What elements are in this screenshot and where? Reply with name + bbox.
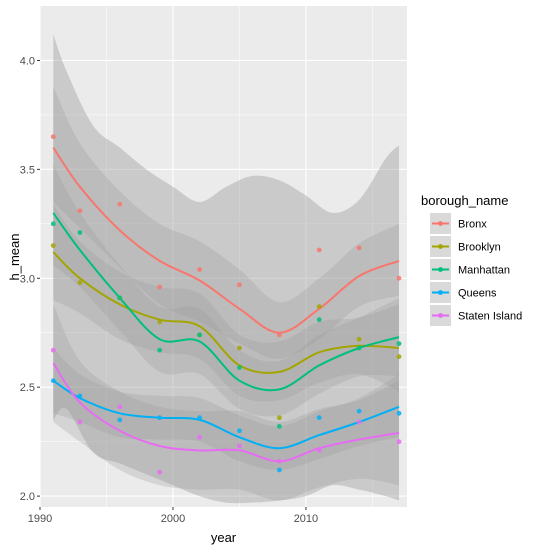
data-point <box>356 408 362 414</box>
trend-line <box>52 362 400 463</box>
data-point <box>316 317 322 323</box>
data-point <box>117 295 123 301</box>
data-point <box>396 354 402 360</box>
data-point <box>50 134 56 140</box>
legend-label: Staten Island <box>458 311 522 323</box>
data-point <box>276 458 282 464</box>
legend-key-point <box>438 244 443 249</box>
legend-label: Queens <box>458 288 497 300</box>
confidence-band <box>53 86 400 359</box>
data-point <box>50 221 56 227</box>
data-point <box>117 417 123 423</box>
data-point <box>157 415 163 421</box>
data-point <box>50 378 56 384</box>
legend-label: Brooklyn <box>458 242 501 254</box>
confidence-band <box>53 165 400 417</box>
legend: borough_name Bronx Brooklyn Manhattan Queen… <box>421 193 522 326</box>
overall-confidence-band <box>53 34 400 504</box>
legend-item: Manhattan <box>430 259 510 280</box>
y-tick-label: 2.5 <box>20 382 35 394</box>
data-point <box>237 443 242 449</box>
data-point <box>316 304 322 309</box>
y-tick-label: 3.0 <box>20 273 35 285</box>
data-point <box>396 275 402 281</box>
trend-lines <box>52 147 400 463</box>
data-point <box>157 469 163 475</box>
plot-panel <box>40 6 407 507</box>
data-point <box>117 404 123 410</box>
legend-key-point <box>438 290 443 295</box>
legend-item: Brooklyn <box>430 236 501 257</box>
data-point <box>316 415 322 421</box>
y-tick-label: 2.0 <box>20 491 35 503</box>
legend-label: Manhattan <box>458 265 510 277</box>
x-axis-title: year <box>211 530 237 545</box>
grid <box>39 6 407 507</box>
y-tick-label: 3.5 <box>20 164 35 176</box>
data-point <box>77 419 83 425</box>
x-tick-label: 2000 <box>161 513 185 525</box>
data-point <box>237 365 242 370</box>
data-point <box>356 419 362 425</box>
data-points <box>50 134 402 475</box>
confidence-band <box>53 204 400 402</box>
data-point <box>77 230 83 235</box>
confidence-band <box>53 348 400 471</box>
x-tick-label: 2010 <box>294 513 318 525</box>
data-point <box>77 208 83 214</box>
data-point <box>237 282 242 288</box>
data-point <box>356 345 362 351</box>
legend-item: Queens <box>430 282 497 303</box>
legend-key-point <box>438 221 443 226</box>
data-point <box>197 434 202 440</box>
x-tick-label: 1990 <box>28 513 52 525</box>
data-point <box>276 424 282 429</box>
data-point <box>396 410 402 416</box>
data-point <box>396 439 402 445</box>
data-point <box>197 415 202 421</box>
data-point <box>237 345 242 351</box>
trend-line <box>52 147 400 334</box>
data-point <box>276 415 282 421</box>
data-point <box>356 336 362 342</box>
legend-key-point <box>438 267 443 272</box>
data-point <box>356 245 362 251</box>
legend-label: Bronx <box>458 219 487 231</box>
data-point <box>157 284 163 290</box>
legend-key-point <box>438 313 443 318</box>
trend-line <box>52 212 400 392</box>
data-point <box>276 467 282 473</box>
data-point <box>276 332 282 338</box>
y-axis: 2.0 2.5 3.0 3.5 4.0 <box>20 55 40 503</box>
x-axis: 1990 2000 2010 <box>28 507 318 525</box>
y-axis-title: h_mean <box>7 234 22 281</box>
data-point <box>197 267 202 272</box>
y-tick-label: 4.0 <box>20 55 35 67</box>
data-point <box>77 280 83 286</box>
data-point <box>197 332 202 338</box>
legend-item: Staten Island <box>430 305 522 326</box>
data-point <box>237 428 242 434</box>
data-point <box>157 319 163 325</box>
data-point <box>117 201 123 207</box>
data-point <box>396 341 402 347</box>
legend-title: borough_name <box>421 193 508 208</box>
data-point <box>50 243 56 249</box>
data-point <box>50 347 56 353</box>
trend-line <box>52 379 400 450</box>
data-point <box>316 247 322 253</box>
trend-line <box>52 251 400 374</box>
data-point <box>77 393 83 399</box>
data-point <box>316 447 322 453</box>
data-point <box>157 347 163 353</box>
legend-item: Bronx <box>430 213 487 234</box>
